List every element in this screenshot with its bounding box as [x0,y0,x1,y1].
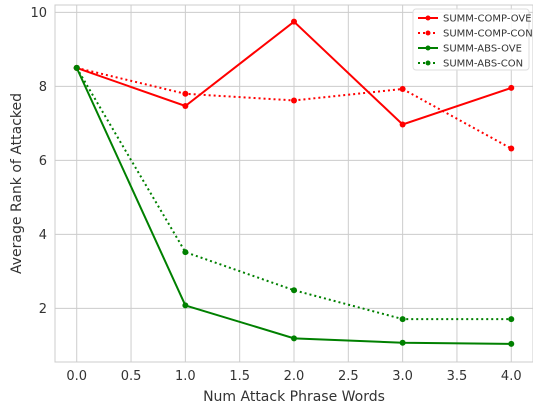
data-point-summ-comp-con [182,90,189,97]
data-point-summ-abs-con [291,287,297,294]
x-tick-label: 0.0 [66,369,87,384]
series-group [73,18,515,347]
data-point-summ-abs-ove [291,335,297,342]
data-point-summ-comp-con [508,145,515,152]
x-tick-label: 2.5 [338,369,359,384]
y-tick-labels: 2 4 6 8 10 [30,6,47,317]
data-point-summ-abs-con [182,249,189,256]
x-axis-title: Num Attack Phrase Words [203,389,385,405]
data-point-summ-comp-con [399,85,406,92]
data-point-summ-comp-con [291,97,297,104]
legend-swatch-marker [425,60,431,66]
legend-label: SUMM-ABS-OVE [443,44,522,55]
data-point-summ-comp-ove [182,102,189,109]
legend-swatch-marker [425,15,431,21]
legend-label: SUMM-COMP-CON [443,29,533,40]
y-tick-label: 10 [30,6,47,21]
legend-label: SUMM-ABS-CON [443,59,523,70]
data-point-summ-abs-con [399,316,406,323]
legend-label: SUMM-COMP-OVE [443,14,532,25]
data-point-summ-abs-ove [399,339,406,346]
data-point-summ-comp-ove [291,18,297,25]
data-point-summ-abs-ove [182,302,189,309]
x-tick-labels: 0.0 0.5 1.0 1.5 2.0 2.5 3.0 3.5 4.0 [66,369,521,384]
legend-box [412,8,530,71]
y-tick-label: 8 [39,80,47,95]
x-tick-label: 2.0 [284,369,305,384]
legend-swatch-marker [425,30,431,36]
y-tick-label: 4 [39,228,47,243]
x-tick-label: 3.5 [447,369,468,384]
data-point-summ-abs-con [508,316,515,323]
legend-swatch-marker [425,45,431,51]
y-tick-label: 6 [39,154,47,169]
data-point-summ-comp-ove [508,84,515,91]
x-tick-label: 3.0 [392,369,413,384]
data-point-summ-abs-ove [508,340,515,347]
data-point-summ-abs-con [73,64,80,71]
x-tick-label: 1.0 [175,369,196,384]
x-tick-label: 1.5 [229,369,250,384]
y-tick-label: 2 [39,302,47,317]
y-axis-title: Average Rank of Attacked [9,93,25,274]
x-tick-label: 0.5 [121,369,142,384]
data-point-summ-comp-ove [399,121,406,128]
legend: SUMM-COMP-OVE SUMM-COMP-CON SUMM-ABS-OVE SU… [412,8,533,71]
x-tick-label: 4.0 [501,369,522,384]
